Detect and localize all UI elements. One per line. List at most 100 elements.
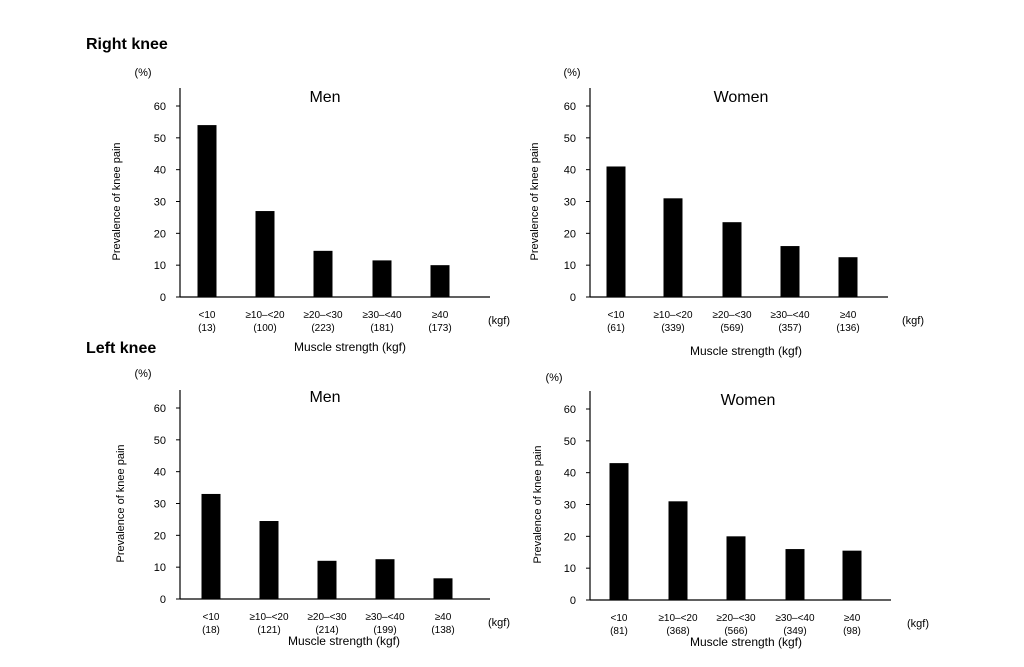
y-tick-label: 50 (564, 436, 576, 448)
x-tick-label: ≥10–<20 (658, 613, 698, 624)
x-unit-label: (kgf) (902, 315, 924, 327)
y-tick-label: 30 (564, 500, 576, 512)
section-title-right-knee: Right knee (86, 36, 168, 53)
y-tick-label: 0 (570, 595, 576, 607)
y-tick-label: 20 (154, 530, 166, 542)
bar (255, 211, 275, 297)
x-unit-label: (kgf) (907, 618, 929, 630)
y-axis-title: Prevalence of knee pain (111, 142, 123, 260)
chart-left-men: 0 10 20 30 40 50 60 (%) Prevalence of knee pain M… (115, 368, 510, 648)
bar (668, 501, 688, 600)
bar (433, 578, 453, 599)
y-axis-title: Prevalence of knee pain (532, 445, 544, 563)
bar (780, 246, 800, 297)
x-tick-count: (13) (198, 323, 216, 334)
x-tick-count: (181) (370, 323, 393, 334)
y-tick-label: 40 (564, 468, 576, 480)
x-tick-count: (339) (661, 323, 684, 334)
bar (606, 166, 626, 297)
y-tick-label: 40 (154, 467, 166, 479)
y-tick-label: 40 (154, 165, 166, 177)
x-tick-count: (18) (202, 625, 220, 636)
x-tick-label: ≥30–<40 (775, 613, 815, 624)
bar (197, 125, 217, 297)
x-tick-label: ≥40 (432, 310, 449, 321)
x-tick-label: <10 (611, 613, 628, 624)
x-tick-label: <10 (199, 310, 216, 321)
x-tick-count: (368) (666, 626, 689, 637)
section-title-left-knee: Left knee (86, 340, 157, 357)
x-tick-count: (81) (610, 626, 628, 637)
bar (317, 560, 337, 599)
bar (838, 257, 858, 297)
x-tick-label: ≥30–<40 (365, 612, 405, 623)
y-tick-label: 0 (160, 594, 166, 606)
chart-left-women: 0 10 20 30 40 50 60 (%) Prevalence of knee pain W… (532, 372, 929, 649)
x-tick-count: (223) (311, 323, 334, 334)
x-tick-label: ≥20–<30 (716, 613, 756, 624)
y-axis-title: Prevalence of knee pain (115, 444, 127, 562)
y-tick-label: 60 (564, 404, 576, 416)
bar (430, 265, 450, 297)
x-tick-label: ≥40 (435, 612, 452, 623)
chart-right-women: 0 10 20 30 40 50 60 (%) Prevalence of knee pain W… (529, 67, 924, 358)
bar (201, 493, 221, 599)
y-tick-label: 30 (154, 197, 166, 209)
x-tick-label: ≥20–<30 (307, 612, 347, 623)
bar (609, 463, 629, 600)
x-tick-label: ≥40 (840, 310, 857, 321)
x-tick-label: ≥30–<40 (362, 310, 402, 321)
y-tick-label: 30 (564, 197, 576, 209)
x-tick-count: (121) (257, 625, 280, 636)
y-tick-label: 10 (154, 562, 166, 574)
x-tick-label: ≥20–<30 (712, 310, 752, 321)
bar (375, 559, 395, 599)
y-tick-label: 10 (564, 260, 576, 272)
bar (842, 550, 862, 600)
chart-title: Men (309, 89, 340, 106)
bar (259, 521, 279, 599)
x-tick-label: <10 (608, 310, 625, 321)
x-tick-count: (566) (724, 626, 747, 637)
x-tick-count: (100) (253, 323, 276, 334)
bar (372, 260, 392, 297)
chart-title: Men (309, 389, 340, 406)
bar (722, 222, 742, 297)
x-tick-count: (349) (783, 626, 806, 637)
bar (313, 250, 333, 297)
x-unit-label: (kgf) (488, 315, 510, 327)
y-unit-label: (%) (134, 368, 151, 380)
chart-title: Women (721, 392, 776, 409)
x-tick-count: (173) (428, 323, 451, 334)
y-tick-label: 20 (564, 228, 576, 240)
x-tick-label: <10 (203, 612, 220, 623)
y-unit-label: (%) (563, 67, 580, 79)
x-axis-title: Muscle strength (kgf) (288, 634, 400, 648)
y-tick-label: 20 (154, 228, 166, 240)
x-tick-label: ≥10–<20 (245, 310, 285, 321)
x-tick-label: ≥10–<20 (653, 310, 693, 321)
y-tick-label: 0 (160, 292, 166, 304)
y-tick-label: 40 (564, 165, 576, 177)
y-tick-label: 60 (564, 101, 576, 113)
y-tick-label: 20 (564, 531, 576, 543)
x-tick-count: (199) (373, 625, 396, 636)
x-tick-count: (98) (843, 626, 861, 637)
y-tick-label: 60 (154, 403, 166, 415)
x-tick-count: (61) (607, 323, 625, 334)
x-tick-label: ≥40 (844, 613, 861, 624)
y-tick-label: 0 (570, 292, 576, 304)
x-tick-label: ≥30–<40 (770, 310, 810, 321)
y-tick-label: 50 (154, 133, 166, 145)
y-unit-label: (%) (134, 67, 151, 79)
y-tick-label: 10 (154, 260, 166, 272)
y-axis-title: Prevalence of knee pain (529, 142, 541, 260)
x-tick-count: (136) (836, 323, 859, 334)
x-tick-count: (214) (315, 625, 338, 636)
x-axis-title: Muscle strength (kgf) (690, 344, 802, 358)
chart-title: Women (714, 89, 769, 106)
y-tick-label: 60 (154, 101, 166, 113)
x-tick-count: (569) (720, 323, 743, 334)
bar (785, 549, 805, 600)
